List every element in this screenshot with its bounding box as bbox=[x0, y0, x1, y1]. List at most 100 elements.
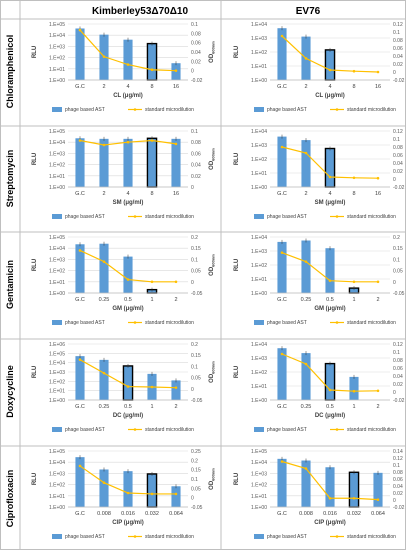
y-right-tick-label: -0.02 bbox=[191, 78, 203, 84]
od-point bbox=[78, 249, 82, 252]
bar bbox=[348, 471, 360, 508]
x-axis-title: CL (μg/ml) bbox=[113, 93, 143, 99]
row-titles: Chloramphenicol Streptomycin Gentamicin Dox… bbox=[5, 35, 15, 528]
y-left-tick-label: 1.E+00 bbox=[251, 185, 267, 191]
y-right-axis-title-sub: 600nm bbox=[211, 361, 216, 374]
bar bbox=[277, 28, 287, 80]
y-left-tick-label: 1.E+01 bbox=[251, 277, 267, 283]
y-right-tick-label: 0.08 bbox=[191, 31, 201, 37]
od-point bbox=[126, 140, 130, 144]
y-right-tick-label: 0 bbox=[393, 280, 396, 286]
y-left-tick-label: 1.E+01 bbox=[251, 171, 267, 177]
y-right-axis-title-main: OD bbox=[209, 53, 215, 63]
y-left-axis-title: RLU bbox=[32, 46, 38, 58]
od-point bbox=[150, 139, 154, 142]
bar bbox=[123, 471, 133, 507]
x-tick-label: 4 bbox=[328, 84, 331, 90]
bar bbox=[301, 460, 311, 507]
x-axis-title: CL (μg/ml) bbox=[315, 93, 345, 99]
x-tick-label: 16 bbox=[173, 84, 179, 90]
bar bbox=[146, 137, 158, 188]
bar bbox=[301, 353, 311, 400]
bar bbox=[75, 457, 85, 507]
legend-swatch-bar bbox=[254, 320, 264, 325]
bar bbox=[324, 147, 336, 188]
od-point bbox=[328, 175, 332, 179]
x-axis-title: CIP (μg/ml) bbox=[314, 520, 346, 526]
y-right-tick-label: 0.05 bbox=[393, 269, 403, 275]
y-right-tick-label: -0.05 bbox=[393, 291, 405, 297]
y-right-tick-label: 0.02 bbox=[393, 491, 403, 497]
x-tick-label: 4 bbox=[126, 191, 129, 197]
x-axis-title: DC (μg/ml) bbox=[113, 413, 143, 419]
y-right-tick-label: 0.1 bbox=[191, 364, 198, 370]
chart-panel-e-dc: 1.E+00 1.E+01 1.E+02 1.E+03 1.E+04 -0.02 0 0.02… bbox=[234, 342, 405, 433]
y-right-tick-label: 0.02 bbox=[191, 59, 201, 65]
od-point bbox=[328, 279, 332, 282]
y-right-tick-label: 0.12 bbox=[393, 342, 403, 348]
legend-label-bar: phage based AST bbox=[65, 107, 105, 113]
y-left-tick-label: 1.E+03 bbox=[49, 370, 65, 376]
x-tick-label: 2 bbox=[174, 404, 177, 410]
x-axis-title: CIP (μg/ml) bbox=[112, 520, 144, 526]
od-point bbox=[376, 280, 380, 284]
x-tick-label: 16 bbox=[375, 84, 381, 90]
od-point bbox=[304, 57, 308, 60]
bar bbox=[75, 138, 85, 187]
bar bbox=[301, 240, 311, 293]
legend-label-bar: phage based AST bbox=[65, 214, 105, 220]
y-right-axis-title-main: OD bbox=[209, 373, 215, 383]
y-left-axis-title: RLU bbox=[32, 366, 38, 378]
y-left-tick-label: 1.E+05 bbox=[49, 129, 65, 135]
y-left-tick-label: 1.E+03 bbox=[49, 471, 65, 477]
x-tick-label: 2 bbox=[304, 191, 307, 197]
row-title-gentamicin: Gentamicin bbox=[5, 260, 15, 309]
x-axis-title: SM (μg/ml) bbox=[113, 200, 144, 206]
bar bbox=[99, 243, 109, 293]
y-right-tick-label: 0.04 bbox=[393, 161, 403, 167]
od-point bbox=[304, 260, 308, 263]
column-title-ev76: EV76 bbox=[296, 6, 321, 17]
od-point bbox=[102, 55, 106, 58]
y-right-tick-label: 0.1 bbox=[393, 257, 400, 263]
y-left-tick-label: 1.E+02 bbox=[251, 483, 267, 489]
x-tick-label: 4 bbox=[126, 84, 129, 90]
od-point bbox=[126, 278, 130, 281]
legend-swatch-point bbox=[335, 428, 339, 431]
legend-label-line: standard microdilution bbox=[145, 320, 194, 326]
bar bbox=[75, 244, 85, 293]
y-right-tick-label: -0.02 bbox=[393, 398, 405, 404]
y-left-tick-label: 1.E+04 bbox=[251, 460, 267, 466]
y-left-tick-label: 1.E+00 bbox=[49, 78, 65, 84]
y-left-tick-label: 1.E+03 bbox=[251, 249, 267, 255]
y-left-tick-label: 1.E+05 bbox=[49, 351, 65, 357]
y-right-tick-label: 0.1 bbox=[393, 137, 400, 143]
y-right-tick-label: 0.05 bbox=[191, 376, 201, 382]
y-left-tick-label: 1.E+03 bbox=[49, 44, 65, 50]
legend-swatch-point bbox=[133, 215, 137, 218]
chart-panel-e-cip: 1.E+00 1.E+01 1.E+02 1.E+03 1.E+04 1.E+05 -0.0… bbox=[234, 449, 405, 540]
legend-label-bar: phage based AST bbox=[267, 320, 307, 326]
y-right-tick-label: 0 bbox=[191, 387, 194, 393]
x-tick-label: 0.5 bbox=[326, 404, 334, 410]
legend-label-bar: phage based AST bbox=[267, 427, 307, 433]
bar bbox=[277, 241, 287, 293]
od-point bbox=[304, 467, 308, 470]
x-axis-title: DC (μg/ml) bbox=[315, 413, 345, 419]
y-left-tick-label: 1.E+00 bbox=[49, 398, 65, 404]
y-left-tick-label: 1.E+05 bbox=[251, 449, 267, 455]
legend-swatch-bar bbox=[52, 320, 62, 325]
y-right-tick-label: 0.2 bbox=[191, 235, 198, 241]
x-tick-label: 2 bbox=[102, 84, 105, 90]
y-right-tick-label: -0.02 bbox=[393, 78, 405, 84]
x-tick-label: 16 bbox=[375, 191, 381, 197]
y-right-axis-title: OD600nm bbox=[209, 361, 216, 383]
od-point bbox=[174, 386, 178, 389]
y-right-tick-label: 0.1 bbox=[191, 22, 198, 28]
legend-swatch-point bbox=[335, 108, 339, 111]
od-point bbox=[376, 70, 380, 74]
y-right-tick-label: 0.1 bbox=[191, 477, 198, 483]
y-right-tick-label: 0.06 bbox=[393, 477, 403, 483]
legend-swatch-bar bbox=[254, 107, 264, 112]
